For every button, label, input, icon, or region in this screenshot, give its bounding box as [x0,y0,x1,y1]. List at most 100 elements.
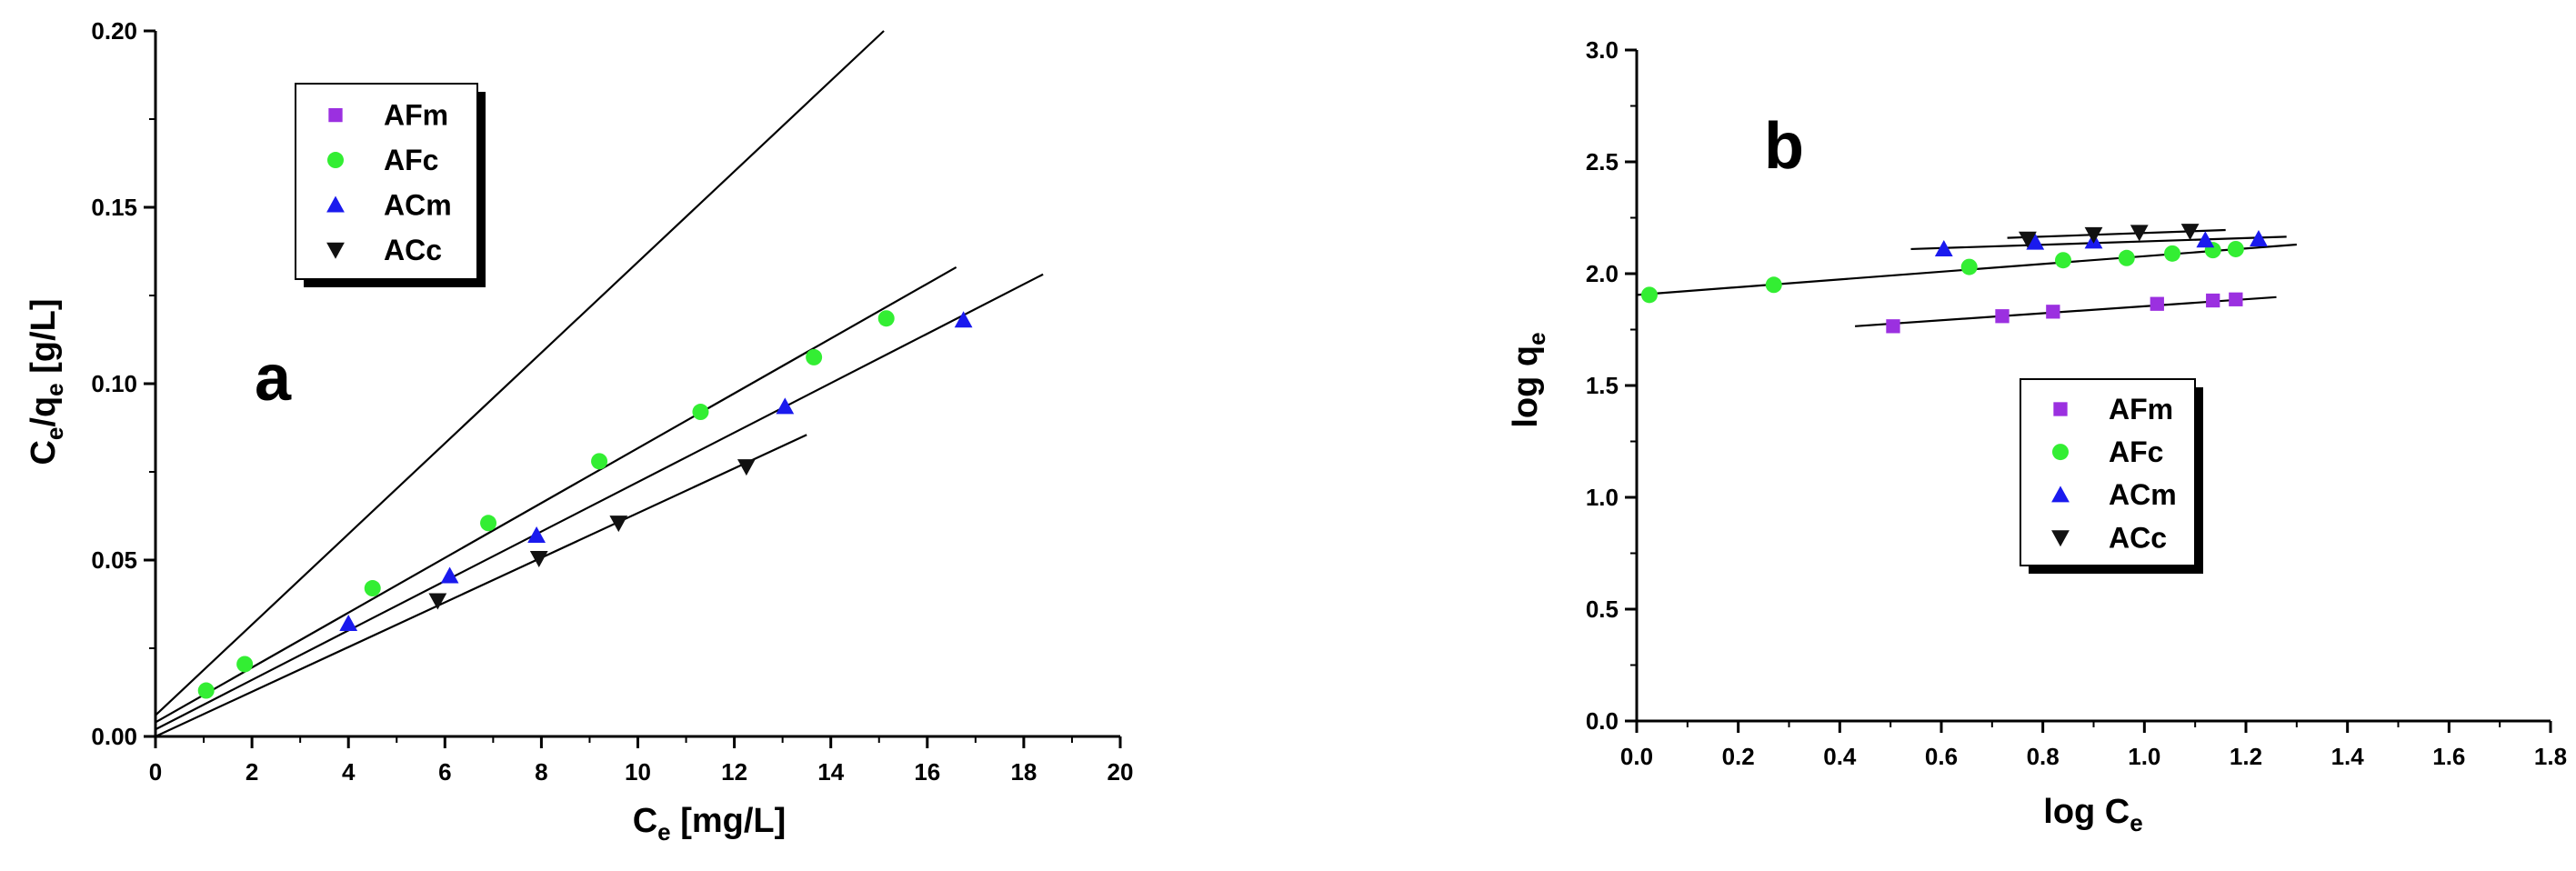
y-tick-label: 0.10 [91,370,137,397]
data-point-acc [2084,226,2103,244]
data-point-afm [2206,293,2220,308]
x-tick-label: 1.4 [2331,743,2365,770]
data-point-acm [527,526,546,543]
x-tick-label: 12 [721,758,747,786]
y-tick-label: 3.0 [1586,36,1619,64]
fit-line-acc [155,434,807,737]
chart-panel-a: 0 2 4 6 8 10 12 14 16 18 20 0.00 0.05 0.10 0.15 0.20 Ce … [25,17,1133,846]
legend-label-acc: ACc [2109,521,2167,554]
y-tick-label: 0.0 [1586,707,1619,735]
data-point-afc [877,310,895,327]
data-point-afc [236,656,254,673]
data-point-afm [2046,305,2060,319]
legend: AFm AFc ACm ACc [2020,378,2203,574]
x-axis-label: log Ce [2043,793,2142,836]
data-point-acc [609,516,628,533]
legend-marker-afc [327,152,344,169]
x-tick-label: 0.0 [1620,743,1653,770]
legend-label-afc: AFc [384,144,438,176]
x-tick-label: 0.6 [1925,743,1958,770]
x-tick-label: 20 [1108,758,1134,786]
legend-label-acm: ACm [2109,478,2177,511]
legend-marker-acm [326,195,345,213]
legend-box [295,83,478,280]
y-tick-label: 0.05 [91,546,137,574]
chart-panel-b: 0.0 0.2 0.4 0.6 0.8 1.0 1.2 1.4 1.6 1.8 0.0 0.5 1.0 1… [1507,36,2567,836]
y-tick-label: 0.20 [91,17,137,45]
data-point-afc [1960,258,1978,275]
data-point-afc [2164,245,2181,262]
data-point-acm [776,397,795,415]
x-tick-label: 18 [1010,758,1037,786]
x-tick-label: 0.4 [1823,743,1857,770]
data-point-acm [954,311,973,328]
data-point-acm [2196,231,2215,248]
legend-marker-acc [326,242,345,259]
legend-label-acm: ACm [384,188,452,221]
y-tick-label: 0.00 [91,723,137,750]
y-tick-label: 1.5 [1586,372,1619,399]
data-point-acm [2026,233,2045,250]
x-tick-label: 1.2 [2230,743,2262,770]
x-tick-label: 1.8 [2534,743,2567,770]
x-tick-label: 2 [246,758,258,786]
legend-marker-afc [2052,444,2069,461]
data-point-afm [2229,292,2243,306]
data-point-afc [364,580,381,597]
panel-letter: a [255,342,292,415]
data-point-afc [2227,240,2244,257]
data-point-acm [1934,240,1953,257]
x-tick-label: 6 [438,758,451,786]
legend-box [2020,378,2196,566]
panel-letter: b [1764,110,1804,183]
x-tick-label: 0.2 [1722,743,1755,770]
data-point-afm [1995,309,2010,324]
data-point-acc [2180,224,2200,241]
x-tick-label: 1.6 [2432,743,2465,770]
data-point-acm [339,614,358,631]
data-point-acc [737,459,756,476]
data-point-afc [692,404,709,421]
legend-marker-acc [2051,530,2070,547]
data-point-acm [2250,229,2268,246]
fit-line-afc [155,266,957,724]
x-tick-label: 8 [535,758,547,786]
legend: AFm AFc ACm ACc [295,83,486,287]
data-point-afc [2118,249,2135,266]
x-tick-label: 16 [914,758,940,786]
data-point-afc [806,348,823,365]
data-point-afm [2150,296,2164,311]
data-point-afc [1640,286,1658,304]
y-tick-label: 2.5 [1586,148,1619,175]
data-point-acc [2130,225,2149,242]
x-tick-label: 14 [817,758,844,786]
y-axis-label: log qe [1507,332,1550,427]
legend-label-afm: AFm [2109,393,2173,425]
data-point-afc [591,453,608,470]
data-point-acm [440,566,459,584]
data-point-afc [2055,252,2071,269]
data-point-afc [480,515,497,532]
fit-line-afm [155,30,885,716]
data-point-acc [529,550,548,567]
y-tick-label: 0.15 [91,194,137,221]
data-point-acc [428,593,447,610]
x-axis-label: Ce [mg/L] [633,802,787,846]
y-tick-label: 0.5 [1586,596,1619,623]
y-tick-label: 1.0 [1586,484,1619,511]
legend-label-afc: AFc [2109,436,2163,468]
y-tick-label: 2.0 [1586,260,1619,287]
legend-label-afm: AFm [384,99,448,132]
y-axis-label: Ce/qe [g/L] [25,298,68,465]
x-tick-label: 1.0 [2128,743,2160,770]
x-tick-label: 4 [342,758,356,786]
data-point-afc [1765,276,1782,294]
x-tick-label: 0.8 [2027,743,2060,770]
x-tick-label: 0 [149,758,162,786]
legend-marker-acm [2051,486,2070,503]
data-point-afm [1886,319,1900,334]
data-point-acc [2019,231,2037,248]
x-tick-label: 10 [625,758,651,786]
legend-label-acc: ACc [384,234,442,266]
